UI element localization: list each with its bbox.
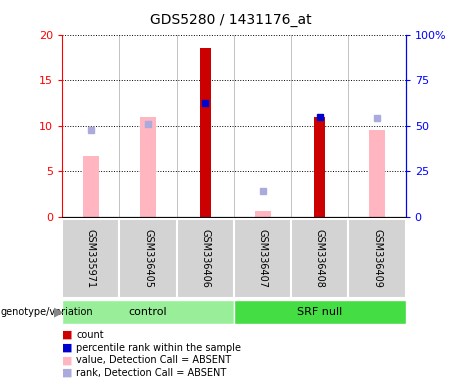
Text: GSM336407: GSM336407 <box>258 229 267 288</box>
Bar <box>62 300 234 324</box>
Text: GSM336409: GSM336409 <box>372 229 382 288</box>
Text: GDS5280 / 1431176_at: GDS5280 / 1431176_at <box>150 13 311 27</box>
Text: ■: ■ <box>62 343 73 353</box>
Text: GSM335971: GSM335971 <box>86 229 96 288</box>
Bar <box>234 300 406 324</box>
Bar <box>291 219 349 298</box>
Text: value, Detection Call = ABSENT: value, Detection Call = ABSENT <box>76 355 231 365</box>
Bar <box>254 212 271 217</box>
Text: GSM336405: GSM336405 <box>143 229 153 288</box>
Bar <box>177 219 234 298</box>
Text: ■: ■ <box>62 368 73 378</box>
Bar <box>200 48 211 217</box>
Bar <box>369 130 385 217</box>
Text: ■: ■ <box>62 355 73 365</box>
Text: control: control <box>129 307 167 317</box>
Text: count: count <box>76 330 104 340</box>
Text: SRF null: SRF null <box>297 307 343 317</box>
Text: GSM336406: GSM336406 <box>201 229 210 288</box>
Text: ■: ■ <box>62 330 73 340</box>
Bar <box>314 117 325 217</box>
Bar <box>140 117 156 217</box>
Bar <box>83 156 99 217</box>
Text: GSM336408: GSM336408 <box>315 229 325 288</box>
Bar <box>119 219 177 298</box>
Text: genotype/variation: genotype/variation <box>1 307 94 317</box>
Text: rank, Detection Call = ABSENT: rank, Detection Call = ABSENT <box>76 368 226 378</box>
Bar <box>349 219 406 298</box>
Bar <box>62 219 119 298</box>
Text: ▶: ▶ <box>54 305 64 318</box>
Bar <box>234 219 291 298</box>
Text: percentile rank within the sample: percentile rank within the sample <box>76 343 241 353</box>
